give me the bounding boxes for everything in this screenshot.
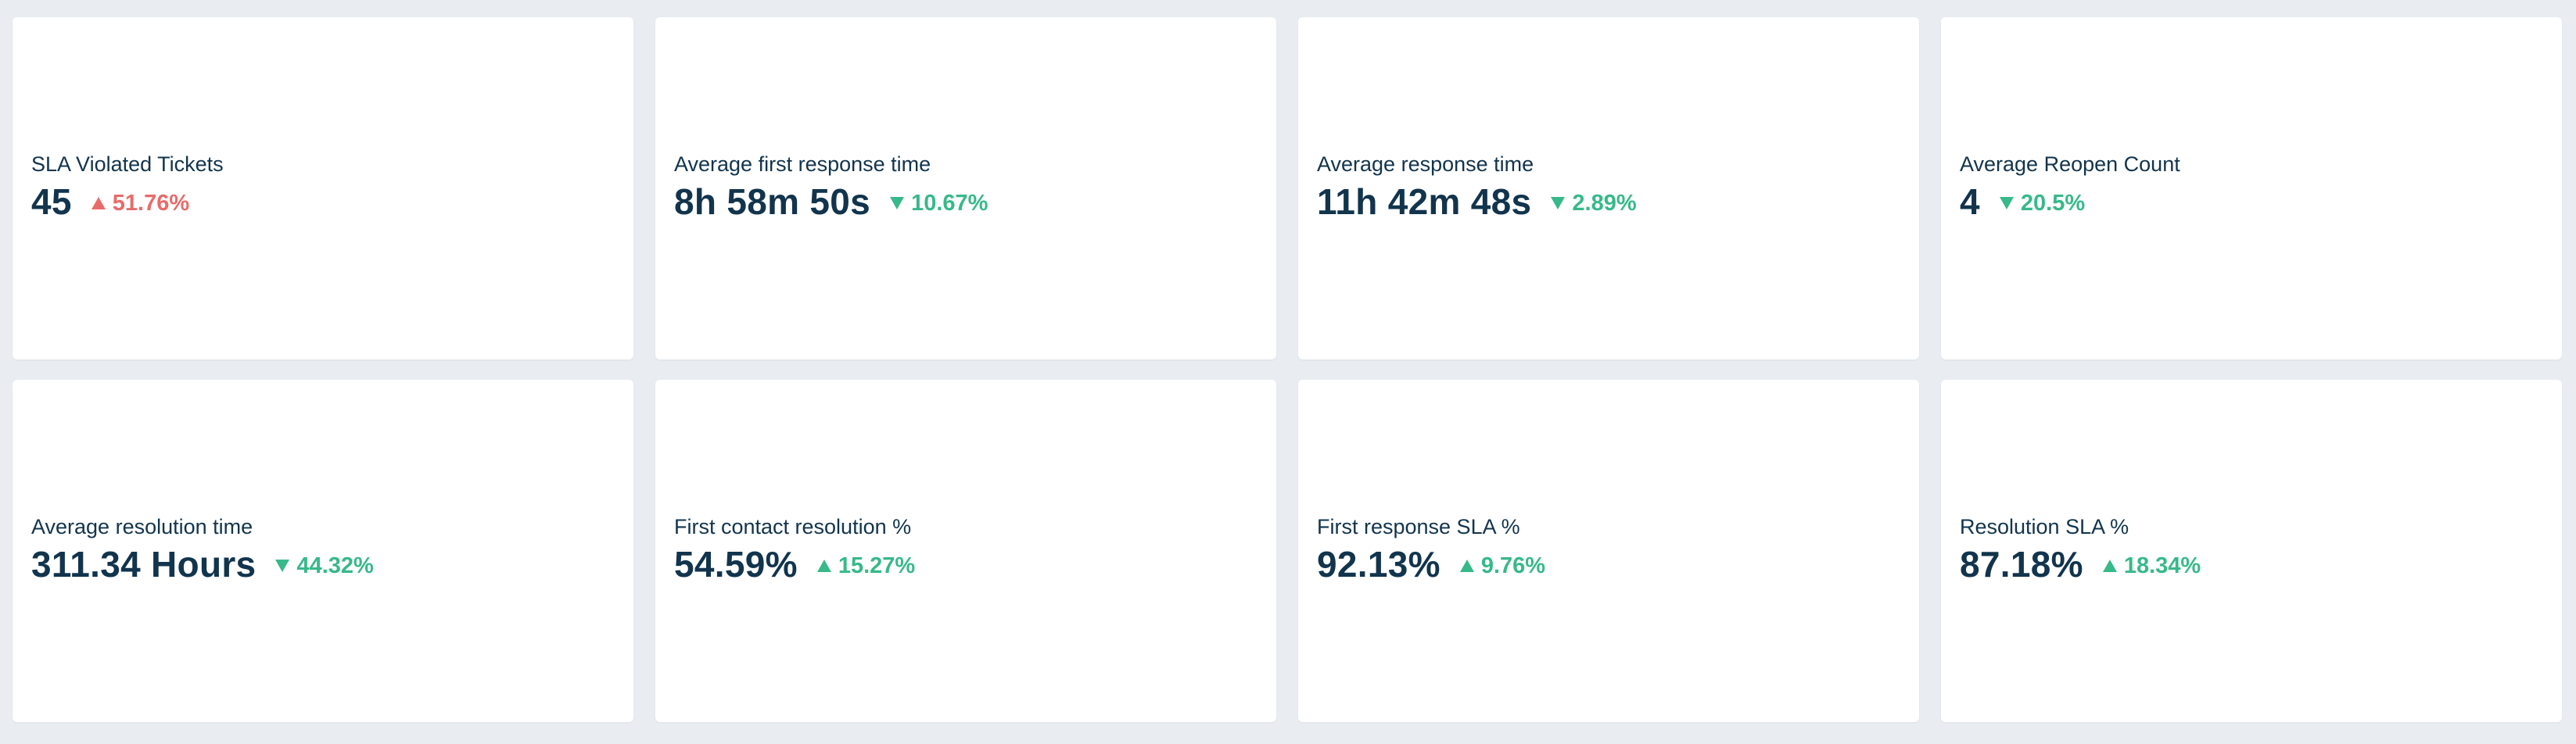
metric-row: 54.59% 15.27% <box>674 542 915 586</box>
metric-card-content: Average resolution time 311.34 Hours 44.… <box>31 513 374 586</box>
trend-indicator: 44.32% <box>274 552 374 580</box>
triangle-down-icon <box>1999 197 2014 209</box>
metric-title: First response SLA % <box>1317 515 1520 538</box>
metric-value: 92.13% <box>1317 544 1440 585</box>
trend-indicator: 15.27% <box>816 552 915 580</box>
triangle-up-icon <box>816 560 831 572</box>
metric-value: 11h 42m 48s <box>1317 181 1532 222</box>
trend-percent: 9.76% <box>1480 553 1546 578</box>
trend-percent: 2.89% <box>1572 191 1637 216</box>
metric-row: 87.18% 18.34% <box>1960 542 2201 586</box>
metric-card-content: Average first response time 8h 58m 50s 1… <box>674 150 988 224</box>
trend-percent: 18.34% <box>2123 553 2201 578</box>
metric-title: Average resolution time <box>31 515 253 538</box>
trend-indicator: 51.76% <box>91 189 189 217</box>
metric-title: Average response time <box>1317 152 1534 176</box>
trend-percent: 44.32% <box>296 553 374 578</box>
trend-indicator: 10.67% <box>889 189 988 217</box>
metric-row: 8h 58m 50s 10.67% <box>674 180 988 224</box>
metric-card-average-reopen-count[interactable]: Average Reopen Count 4 20.5% <box>1941 17 2562 359</box>
metric-card-sla-violated-tickets[interactable]: SLA Violated Tickets 45 51.76% <box>13 17 633 359</box>
metric-card-content: Resolution SLA % 87.18% 18.34% <box>1960 513 2201 586</box>
metric-value: 8h 58m 50s <box>674 181 871 222</box>
metric-value: 54.59% <box>674 544 798 585</box>
triangle-down-icon <box>275 560 290 572</box>
metric-card-first-contact-resolution[interactable]: First contact resolution % 54.59% 15.27% <box>655 380 1276 722</box>
metric-row: 311.34 Hours 44.32% <box>31 542 374 586</box>
metric-title: Average first response time <box>674 152 931 176</box>
metric-row: 92.13% 9.76% <box>1317 542 1545 586</box>
metric-row: 45 51.76% <box>31 180 224 224</box>
metric-value: 45 <box>31 181 72 222</box>
triangle-down-icon <box>890 197 905 209</box>
metric-title: SLA Violated Tickets <box>31 152 224 176</box>
metric-card-first-response-sla[interactable]: First response SLA % 92.13% 9.76% <box>1298 380 1919 722</box>
metric-value: 4 <box>1960 181 1980 222</box>
metric-card-average-resolution-time[interactable]: Average resolution time 311.34 Hours 44.… <box>13 380 633 722</box>
metric-card-average-first-response-time[interactable]: Average first response time 8h 58m 50s 1… <box>655 17 1276 359</box>
trend-indicator: 2.89% <box>1550 189 1637 217</box>
metric-title: Resolution SLA % <box>1960 515 2129 538</box>
metric-title: First contact resolution % <box>674 515 912 538</box>
trend-percent: 20.5% <box>2020 191 2086 216</box>
metric-value: 311.34 Hours <box>31 544 257 585</box>
metric-card-content: Average Reopen Count 4 20.5% <box>1960 150 2180 224</box>
trend-percent: 10.67% <box>911 191 988 216</box>
metric-card-content: Average response time 11h 42m 48s 2.89% <box>1317 150 1637 224</box>
metric-row: 11h 42m 48s 2.89% <box>1317 180 1637 224</box>
metric-value: 87.18% <box>1960 544 2083 585</box>
triangle-up-icon <box>91 197 106 209</box>
trend-percent: 51.76% <box>112 191 190 216</box>
trend-indicator: 9.76% <box>1459 552 1545 580</box>
metric-card-content: First contact resolution % 54.59% 15.27% <box>674 513 915 586</box>
trend-indicator: 18.34% <box>2102 552 2201 580</box>
metric-card-content: First response SLA % 92.13% 9.76% <box>1317 513 1545 586</box>
metric-title: Average Reopen Count <box>1960 152 2180 176</box>
metric-card-resolution-sla[interactable]: Resolution SLA % 87.18% 18.34% <box>1941 380 2562 722</box>
metrics-grid: SLA Violated Tickets 45 51.76% Average f… <box>13 17 2562 722</box>
triangle-up-icon <box>2102 560 2117 572</box>
triangle-up-icon <box>1459 560 1474 572</box>
trend-percent: 15.27% <box>838 553 916 578</box>
metric-row: 4 20.5% <box>1960 180 2180 224</box>
triangle-down-icon <box>1551 197 1566 209</box>
metric-card-average-response-time[interactable]: Average response time 11h 42m 48s 2.89% <box>1298 17 1919 359</box>
metric-card-content: SLA Violated Tickets 45 51.76% <box>31 150 224 224</box>
trend-indicator: 20.5% <box>1999 189 2085 217</box>
